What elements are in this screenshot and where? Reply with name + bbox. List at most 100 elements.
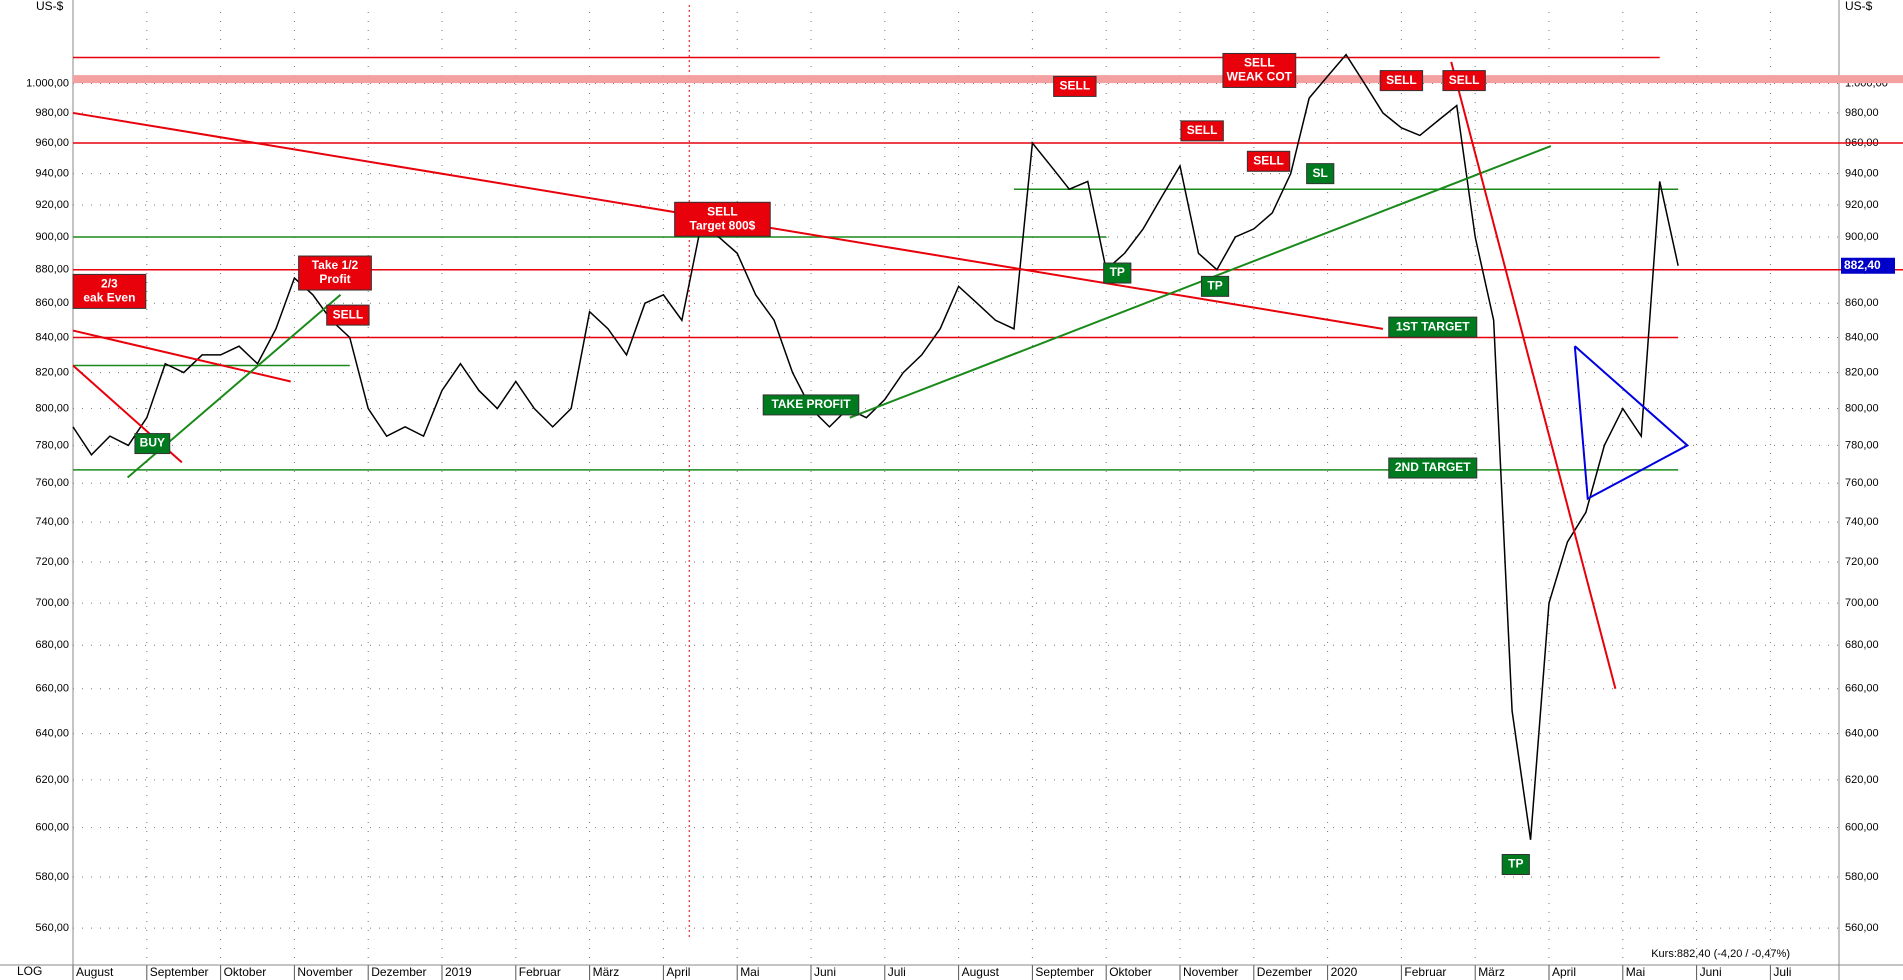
annotation-text: 2/3 — [101, 277, 118, 291]
y-tick-label-right: 680,00 — [1845, 639, 1879, 651]
annotation-box — [1053, 75, 1097, 97]
annotation-box — [1200, 275, 1230, 297]
y-tick-label-right: 780,00 — [1845, 439, 1879, 451]
x-tick-label: März — [1478, 965, 1505, 979]
annotation: SELL — [326, 304, 370, 326]
y-tick-label-left: 940,00 — [35, 168, 69, 180]
annotation: SELL — [1246, 150, 1291, 172]
x-tick-label: 2019 — [445, 965, 472, 979]
annotation: SELL — [1379, 70, 1424, 92]
annotation-box — [298, 255, 372, 291]
y-tick-label-left: 780,00 — [35, 439, 69, 451]
annotation: BUY — [134, 433, 171, 455]
y-tick-label-left: 600,00 — [35, 822, 69, 834]
annotation: SELL — [1053, 75, 1097, 97]
annotation-box — [762, 394, 860, 416]
x-tick-label: Mai — [740, 965, 759, 979]
x-tick-label: September — [1035, 965, 1094, 979]
annotation-box — [1388, 457, 1478, 479]
x-tick-label: Juli — [888, 965, 906, 979]
annotation-box — [1442, 70, 1486, 92]
annotation: 1ST TARGET — [1388, 316, 1478, 338]
annotation-box — [1246, 150, 1291, 172]
y-tick-label-right: 840,00 — [1845, 331, 1879, 343]
x-tick-label: November — [297, 965, 352, 979]
trend-line — [849, 145, 1552, 419]
y-tick-label-left: 680,00 — [35, 639, 69, 651]
y-tick-label-left: 720,00 — [35, 556, 69, 568]
annotation-text: SL — [1313, 166, 1328, 180]
x-tick-label: 2020 — [1331, 965, 1358, 979]
annotation-text: eak Even — [83, 291, 135, 305]
x-tick-label: Dezember — [371, 965, 426, 979]
y-tick-label-right: 760,00 — [1845, 477, 1879, 489]
annotation-text: SELL — [1187, 123, 1218, 137]
y-tick-label-right: 560,00 — [1845, 922, 1879, 934]
x-tick-label: März — [593, 965, 620, 979]
annotation-text: BUY — [140, 436, 165, 450]
y-unit-right: US-$ — [1845, 0, 1873, 13]
x-tick-label: Oktober — [1109, 965, 1152, 979]
annotation-text: 1ST TARGET — [1396, 319, 1470, 333]
annotation-text: SELL — [1253, 153, 1284, 167]
y-tick-label-left: 800,00 — [35, 402, 69, 414]
y-tick-label-left: 580,00 — [35, 871, 69, 883]
y-tick-label-right: 720,00 — [1845, 556, 1879, 568]
y-tick-label-left: 640,00 — [35, 728, 69, 740]
y-tick-label-right: 920,00 — [1845, 199, 1879, 211]
y-tick-label-left: 760,00 — [35, 477, 69, 489]
x-tick-label: Februar — [1404, 965, 1446, 979]
y-tick-label-right: 940,00 — [1845, 168, 1879, 180]
y-tick-label-right: 620,00 — [1845, 774, 1879, 786]
y-tick-label-right: 800,00 — [1845, 402, 1879, 414]
y-tick-label-left: 960,00 — [35, 137, 69, 149]
annotation: SL — [1306, 163, 1335, 185]
x-tick-label: Mai — [1626, 965, 1645, 979]
annotation-box — [1388, 316, 1478, 338]
y-tick-label-left: 1.000,00 — [26, 77, 69, 89]
annotation-box — [674, 201, 771, 237]
y-unit-left: US-$ — [36, 0, 64, 13]
annotation-box — [1379, 70, 1424, 92]
price-tag-box — [1841, 257, 1895, 274]
trend-line — [1450, 61, 1617, 690]
annotation: TAKE PROFIT — [762, 394, 860, 416]
y-tick-label-left: 840,00 — [35, 331, 69, 343]
y-tick-label-left: 880,00 — [35, 264, 69, 276]
annotation-box — [326, 304, 370, 326]
y-tick-label-right: 580,00 — [1845, 871, 1879, 883]
y-tick-label-left: 900,00 — [35, 231, 69, 243]
price-line — [72, 53, 1679, 840]
x-tick-label: April — [1552, 965, 1576, 979]
annotation-text: SELL — [707, 204, 738, 218]
annotation-text: TP — [1207, 279, 1222, 293]
x-tick-label: Oktober — [224, 965, 267, 979]
y-tick-label-left: 660,00 — [35, 683, 69, 695]
x-tick-label: Juli — [1773, 965, 1791, 979]
annotation-box — [72, 273, 147, 309]
y-tick-label-right: 700,00 — [1845, 597, 1879, 609]
y-tick-label-right: 600,00 — [1845, 822, 1879, 834]
footer: Kurs:882,40 (-4,20 / -0,47%) — [1651, 948, 1790, 960]
y-tick-label-right: 820,00 — [1845, 366, 1879, 378]
y-tick-label-right: 740,00 — [1845, 516, 1879, 528]
y-tick-label-left: 700,00 — [35, 597, 69, 609]
y-tick-label-left: 820,00 — [35, 366, 69, 378]
annotation-text: TP — [1508, 857, 1523, 871]
x-tick-label: Dezember — [1257, 965, 1312, 979]
scale-label: LOG — [17, 964, 42, 978]
annotation-box — [1306, 163, 1335, 185]
annotation-text: Profit — [319, 272, 350, 286]
x-tick-label: Februar — [519, 965, 561, 979]
y-tick-label-right: 980,00 — [1845, 107, 1879, 119]
annotation-box — [1501, 853, 1530, 875]
annotation-text: SELL — [1386, 73, 1417, 87]
x-tick-label: Juni — [814, 965, 836, 979]
x-tick-label: August — [962, 965, 1000, 979]
y-tick-label-right: 860,00 — [1845, 297, 1879, 309]
annotation: TP — [1200, 275, 1230, 297]
